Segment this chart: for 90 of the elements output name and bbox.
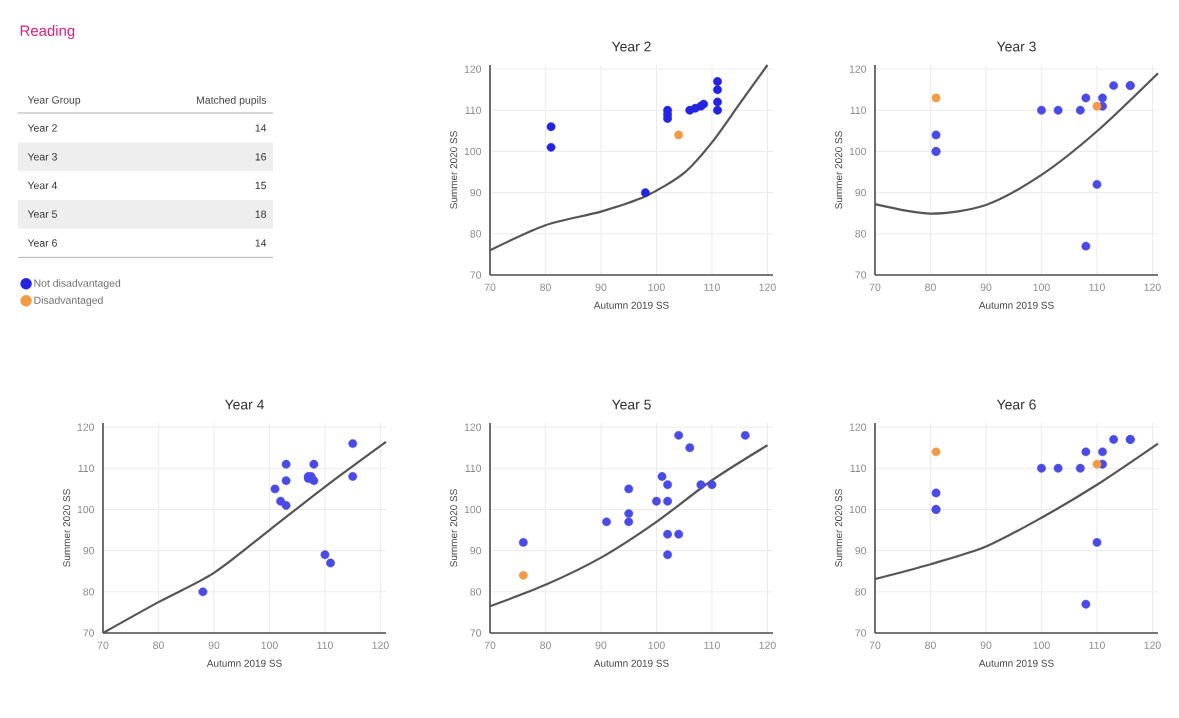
x-tick-label: 70 [869, 641, 881, 649]
x-tick-label: 110 [317, 641, 333, 649]
x-tick-label: 110 [704, 641, 720, 649]
x-tick-label: 120 [759, 641, 776, 649]
category-label: Year 2 [27, 124, 57, 132]
y-tick-label: 90 [855, 188, 867, 197]
y-tick-label: 100 [464, 147, 482, 156]
y-tick-label: 90 [83, 546, 95, 555]
x-tick-label: 100 [648, 283, 665, 291]
y-tick-label: 110 [850, 106, 867, 114]
y-tick-label: 90 [470, 188, 482, 197]
y-tick-label: 100 [849, 505, 867, 514]
y-tick-label: 110 [465, 464, 482, 473]
text: Reading [20, 25, 75, 39]
y-tick-label: 80 [470, 588, 482, 596]
x-axis-title: Autumn 2019 SS [978, 301, 1054, 309]
x-tick-label: 100 [1033, 283, 1050, 291]
x-tick-label: 100 [648, 641, 665, 649]
y-tick-label: 80 [855, 230, 867, 238]
y-tick-label: 120 [77, 423, 95, 431]
data-label: 14 [255, 124, 267, 132]
x-tick-label: 70 [869, 283, 881, 291]
y-tick-label: 100 [464, 505, 482, 514]
category-label: Year 3 [27, 153, 57, 161]
y-tick-label: 110 [465, 106, 482, 114]
y-tick-label: 70 [470, 629, 482, 637]
data-label: 18 [255, 210, 267, 218]
y-tick-label: 90 [855, 546, 867, 555]
y-axis-title: Summer 2020 SS [835, 131, 843, 209]
x-tick-label: 120 [372, 641, 389, 649]
x-tick-label: 100 [1033, 641, 1050, 649]
y-tick-label: 100 [849, 147, 867, 156]
x-axis-title: Autumn 2019 SS [978, 659, 1054, 667]
x-axis-title: Autumn 2019 SS [593, 301, 669, 309]
x-tick-label: 80 [925, 641, 936, 649]
y-axis-title: Summer 2020 SS [450, 489, 458, 567]
y-axis-title: Summer 2020 SS [835, 489, 843, 567]
y-tick-label: 70 [470, 271, 482, 279]
x-tick-label: 90 [980, 283, 992, 291]
y-axis-title: Summer 2020 SS [63, 489, 71, 567]
y-tick-label: 70 [855, 271, 867, 279]
category-label: Year 6 [27, 239, 57, 247]
legend-label: Not disadvantaged [34, 279, 121, 289]
text: Year Group [27, 96, 81, 106]
chart-title: Year 6 [996, 399, 1036, 410]
y-tick-label: 110 [850, 464, 867, 473]
legend-label: Disadvantaged [34, 296, 103, 306]
x-tick-label: 80 [925, 283, 936, 291]
y-tick-label: 90 [470, 546, 482, 555]
data-label: 16 [255, 153, 267, 161]
x-tick-label: 80 [540, 641, 551, 649]
x-tick-label: 80 [153, 641, 164, 649]
y-tick-label: 100 [77, 505, 95, 514]
y-tick-label: 70 [855, 629, 867, 637]
x-axis-title: Autumn 2019 SS [593, 659, 669, 667]
y-axis-title: Summer 2020 SS [450, 131, 458, 209]
data-label: 15 [255, 181, 267, 190]
x-tick-label: 70 [97, 641, 109, 649]
x-tick-label: 90 [208, 641, 220, 649]
x-tick-label: 110 [1089, 283, 1105, 291]
chart-title: Year 5 [611, 399, 651, 410]
x-tick-label: 90 [595, 641, 607, 649]
category-label: Year 4 [27, 181, 58, 190]
x-tick-label: 110 [1089, 641, 1105, 649]
x-tick-label: 120 [759, 283, 776, 291]
category-label: Year 5 [27, 210, 57, 218]
y-tick-label: 120 [849, 423, 867, 431]
y-tick-label: 70 [83, 629, 95, 637]
y-tick-label: 80 [470, 230, 482, 238]
y-tick-label: 120 [464, 65, 482, 73]
chart-title: Year 3 [996, 41, 1036, 52]
x-axis-title: Autumn 2019 SS [206, 659, 282, 667]
y-tick-label: 120 [849, 65, 867, 73]
x-tick-label: 100 [261, 641, 278, 649]
data-label: 14 [255, 239, 267, 247]
x-tick-label: 70 [484, 283, 496, 291]
x-tick-label: 120 [1144, 641, 1161, 649]
y-tick-label: 80 [855, 588, 867, 596]
x-tick-label: 90 [595, 283, 607, 291]
chart-title: Year 4 [224, 399, 264, 410]
y-tick-label: 80 [83, 588, 95, 596]
y-tick-label: 120 [464, 423, 482, 431]
x-tick-label: 70 [484, 641, 496, 649]
chart-title: Year 2 [611, 41, 651, 52]
x-tick-label: 120 [1144, 283, 1161, 291]
x-tick-label: 90 [980, 641, 992, 649]
x-tick-label: 110 [704, 283, 720, 291]
x-tick-label: 80 [540, 283, 551, 291]
y-tick-label: 110 [78, 464, 95, 473]
text: Matched pupils [196, 96, 267, 106]
